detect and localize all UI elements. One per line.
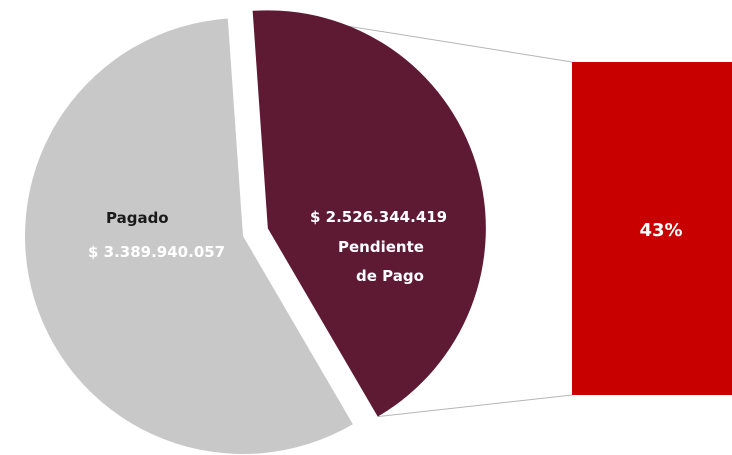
connector-line-bottom: [377, 394, 573, 418]
slice-label-pendiente-category-line2: de Pago: [356, 267, 424, 285]
pie-slices: [24, 10, 486, 454]
slice-label-pendiente-category-line1: Pendiente: [338, 238, 424, 256]
slice-label-pendiente-value: $ 2.526.344.419: [310, 208, 447, 226]
slice-label-pagado-value: $ 3.389.940.057: [88, 243, 225, 261]
pie-slice-pagado: [24, 18, 353, 454]
detail-bar-label: 43%: [639, 220, 682, 241]
pie-slice-pendiente-de-pago: [252, 10, 486, 417]
slice-label-pagado-category: Pagado: [106, 209, 169, 227]
detail-bar: [572, 62, 732, 395]
